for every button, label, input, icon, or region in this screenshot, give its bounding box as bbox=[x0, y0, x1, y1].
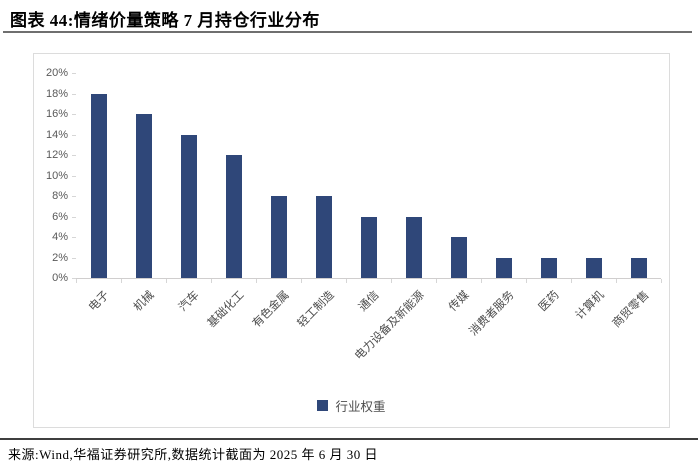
legend-label: 行业权重 bbox=[335, 400, 386, 414]
bar bbox=[585, 257, 602, 278]
x-tick-mark bbox=[616, 279, 617, 283]
y-tick-label: 16% bbox=[45, 108, 68, 120]
y-tick-mark bbox=[72, 216, 76, 218]
y-tick-mark bbox=[72, 93, 76, 95]
chart-container: 0% 2% 4% 6% 8% 10% 12% 14% 16% 18% 20% 电子 机械 汽车 基础化工有… bbox=[33, 53, 670, 428]
bar bbox=[90, 93, 107, 278]
y-tick-label: 10% bbox=[45, 169, 68, 182]
legend: 行业权重 bbox=[34, 396, 669, 415]
x-tick-mark bbox=[436, 279, 437, 283]
bar bbox=[315, 196, 332, 278]
y-tick-label: 4% bbox=[52, 231, 68, 243]
y-tick-mark bbox=[72, 134, 76, 136]
y-tick-mark bbox=[72, 175, 76, 177]
bar bbox=[450, 237, 467, 278]
x-tick-mark bbox=[256, 279, 257, 283]
y-tick-mark bbox=[72, 257, 76, 259]
x-tick-mark bbox=[346, 279, 347, 283]
y-tick-mark bbox=[72, 114, 76, 115]
y-tick-mark bbox=[72, 155, 76, 156]
x-tick-mark bbox=[571, 279, 572, 283]
y-tick-label: 8% bbox=[52, 190, 68, 202]
x-tick-mark bbox=[76, 279, 77, 283]
y-tick-mark bbox=[72, 237, 76, 238]
figure-title: 图表 44:情绪价量策略 7 月持仓行业分布 bbox=[10, 11, 320, 30]
x-tick-mark bbox=[166, 279, 167, 283]
y-tick-label: 6% bbox=[52, 210, 68, 223]
legend-swatch bbox=[317, 400, 329, 411]
y-tick-mark bbox=[72, 196, 76, 197]
bar bbox=[360, 216, 377, 278]
y-tick-label: 2% bbox=[52, 251, 68, 264]
y-tick-mark bbox=[72, 278, 76, 279]
bar bbox=[540, 257, 557, 278]
y-tick-label: 20% bbox=[45, 67, 68, 79]
source-note: 来源:Wind,华福证券研究所,数据统计截面为 2025 年 6 月 30 日 bbox=[8, 447, 378, 462]
y-tick-mark bbox=[72, 73, 76, 74]
x-tick-mark bbox=[121, 279, 122, 283]
bar bbox=[225, 155, 242, 278]
x-axis-line bbox=[76, 278, 661, 279]
bar bbox=[270, 196, 287, 278]
y-tick-label: 12% bbox=[45, 149, 68, 161]
x-tick-mark bbox=[661, 279, 662, 283]
bar bbox=[135, 114, 152, 278]
x-tick-mark bbox=[301, 279, 302, 283]
y-tick-label: 14% bbox=[45, 128, 68, 141]
bar bbox=[405, 216, 422, 278]
x-tick-mark bbox=[211, 279, 212, 283]
y-tick-label: 18% bbox=[45, 87, 68, 100]
bar bbox=[630, 257, 647, 278]
bar bbox=[180, 134, 197, 278]
footer-rule bbox=[0, 438, 698, 440]
y-tick-label: 0% bbox=[52, 272, 68, 284]
x-tick-mark bbox=[526, 279, 527, 283]
title-underline bbox=[3, 31, 692, 33]
x-tick-mark bbox=[391, 279, 392, 283]
x-tick-mark bbox=[481, 279, 482, 283]
bar bbox=[495, 257, 512, 278]
